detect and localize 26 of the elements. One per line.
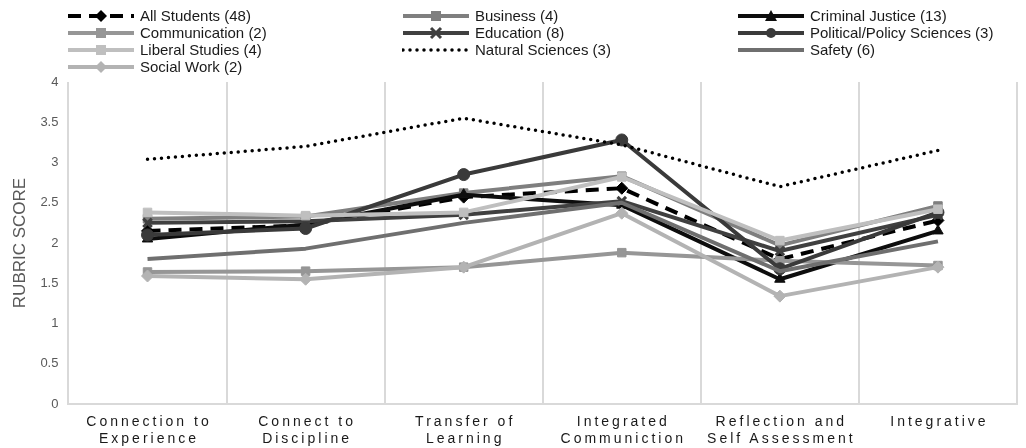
legend-label: Political/Policy Sciences (3) <box>810 24 994 41</box>
y-tick-label: 1 <box>51 315 59 331</box>
x-tick-label: Connect to Discipline <box>258 412 356 446</box>
x-tick-label: Integrative <box>890 412 989 429</box>
legend-label: Liberal Studies (4) <box>140 41 262 58</box>
y-tick-label: 0 <box>51 395 59 411</box>
y-tick-label: 0.5 <box>40 355 59 371</box>
y-tick-label: 1.5 <box>40 274 59 290</box>
legend-label: Business (4) <box>475 7 559 24</box>
x-tick-label: Integrated Communiction <box>560 412 687 446</box>
x-tick-label: Reflection and Self Assessment <box>707 412 856 446</box>
legend-label: Social Work (2) <box>140 58 243 75</box>
x-tick-label: Transfer of Learning <box>415 412 516 446</box>
legend-label: Education (8) <box>475 24 565 41</box>
y-tick-label: 4 <box>51 73 59 89</box>
y-tick-label: 3 <box>51 154 59 170</box>
legend-label: Communication (2) <box>140 24 267 41</box>
y-axis-title: RUBRIC SCORE <box>9 177 29 309</box>
legend-label: Natural Sciences (3) <box>475 41 611 58</box>
legend-label: All Students (48) <box>140 7 251 24</box>
legend-label: Safety (6) <box>810 41 876 58</box>
y-tick-label: 2 <box>51 234 59 250</box>
y-tick-label: 3.5 <box>40 113 59 129</box>
y-tick-label: 2.5 <box>40 194 59 210</box>
x-tick-label: Connection to Experience <box>86 412 212 446</box>
legend-label: Criminal Justice (13) <box>810 7 947 24</box>
